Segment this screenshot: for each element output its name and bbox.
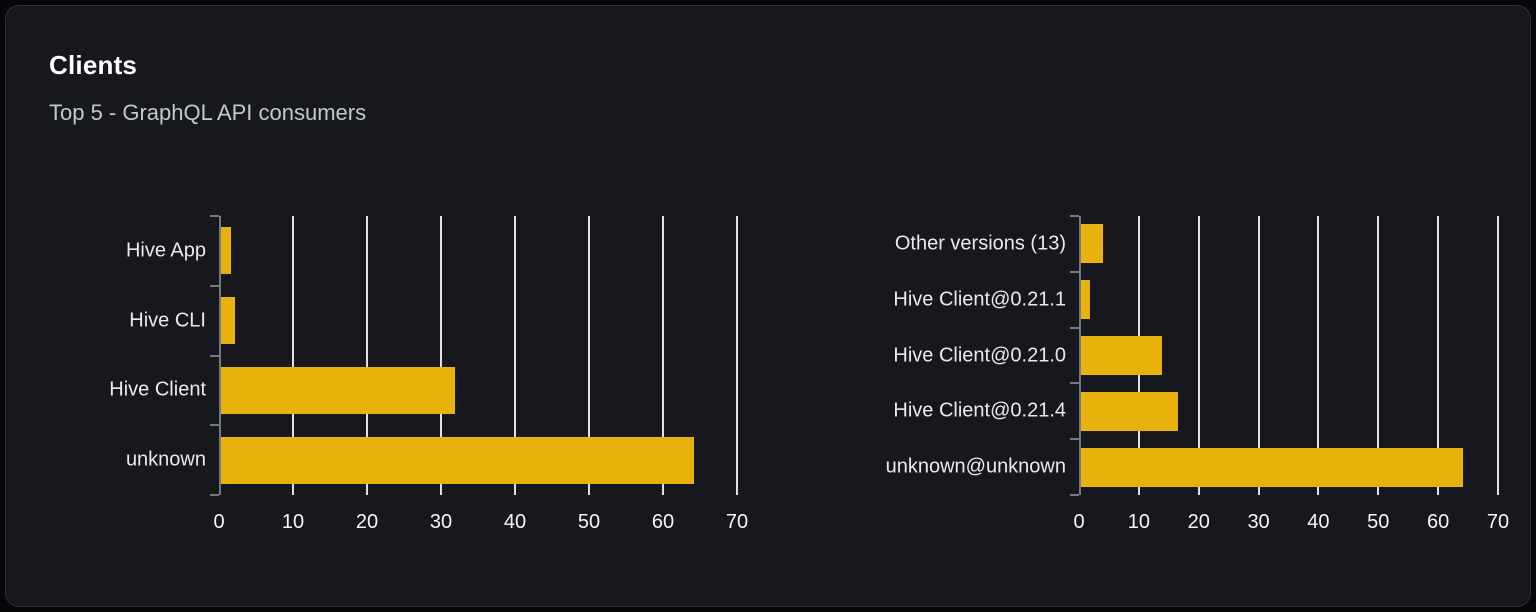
clients-by-name-chart: 0 10 20 30 40 50 60 70 Hive App Hive CLI Hive Clie…	[109, 215, 748, 532]
gridline	[736, 216, 738, 495]
card-title: Clients	[49, 50, 138, 80]
x-tick-label: 70	[725, 511, 749, 533]
y-axis-tick	[1070, 215, 1079, 217]
y-axis-line	[219, 216, 221, 495]
x-tick-label: 20	[355, 511, 379, 533]
bar-unknown-unknown[interactable]	[1081, 447, 1464, 487]
x-tick-label: 30	[429, 511, 453, 533]
gridline	[1257, 216, 1260, 495]
category-label: unknown@unknown	[885, 455, 1066, 478]
y-axis-tick	[1070, 494, 1079, 496]
bar-unknown[interactable]	[221, 436, 695, 484]
gridline	[1317, 216, 1320, 495]
x-tick-label: 10	[1127, 511, 1150, 533]
gridline	[662, 216, 664, 495]
card-subtitle: Top 5 - GraphQL API consumers	[49, 100, 367, 125]
category-label: Hive Client@0.21.4	[893, 399, 1066, 422]
x-tick-label: 50	[577, 511, 601, 533]
bar-hive-cli[interactable]	[221, 297, 235, 345]
x-tick-label: 40	[503, 511, 527, 533]
category-label: Hive App	[125, 239, 206, 262]
x-tick-label: 50	[1367, 511, 1390, 533]
y-axis-tick	[210, 494, 219, 496]
category-label: Hive CLI	[129, 309, 206, 332]
gridline	[292, 216, 294, 495]
bar-hive-client-0.21.0[interactable]	[1081, 336, 1163, 375]
gridline	[1437, 216, 1440, 495]
y-axis-tick	[210, 215, 219, 217]
y-axis-tick	[210, 424, 219, 427]
category-label: unknown	[125, 448, 206, 471]
bar-hive-client-0.21.1[interactable]	[1081, 280, 1091, 320]
bar-other-versions-13-[interactable]	[1081, 224, 1103, 264]
y-axis-tick	[1070, 438, 1079, 441]
category-label: Other versions (13)	[894, 232, 1066, 255]
x-tick-label: 60	[651, 511, 675, 533]
category-label: Hive Client@0.21.1	[893, 288, 1066, 311]
y-axis-tick	[210, 354, 219, 357]
y-axis-line	[1079, 216, 1081, 495]
x-tick-label: 30	[1247, 511, 1270, 533]
y-axis-tick	[1070, 270, 1079, 273]
y-axis-tick	[210, 284, 219, 287]
x-tick-label: 40	[1307, 511, 1330, 533]
category-label: Hive Client@0.21.0	[893, 344, 1066, 366]
gridline	[440, 216, 442, 495]
gridline	[366, 216, 368, 495]
x-tick-label: 0	[1073, 511, 1085, 533]
bar-hive-client[interactable]	[221, 366, 456, 414]
gridline	[514, 216, 516, 495]
x-tick-label: 20	[1187, 511, 1210, 533]
bar-hive-client-0.21.4[interactable]	[1081, 391, 1178, 431]
gridline	[1497, 216, 1499, 495]
plot-area: 0 10 20 30 40 50 60 70 Other versions (13) Hive C…	[886, 215, 1509, 532]
y-axis-tick	[1070, 382, 1079, 385]
bar-hive-app[interactable]	[221, 227, 231, 275]
gridline	[1377, 216, 1380, 495]
x-tick-label: 0	[213, 511, 225, 533]
x-tick-label: 60	[1427, 511, 1450, 533]
clients-card: Clients Top 5 - GraphQL API consumers 0 1…	[5, 5, 1531, 607]
clients-by-version-chart: 0 10 20 30 40 50 60 70 Other versions (13) Hive C…	[886, 215, 1509, 532]
gridline	[1197, 216, 1200, 495]
x-tick-label: 10	[281, 511, 305, 533]
plot-area: 0 10 20 30 40 50 60 70 Hive App Hive CLI Hive Clie…	[109, 215, 748, 532]
gridline	[588, 216, 590, 495]
y-axis-tick	[1070, 326, 1079, 329]
x-tick-label: 70	[1486, 511, 1510, 533]
category-label: Hive Client	[109, 378, 206, 401]
